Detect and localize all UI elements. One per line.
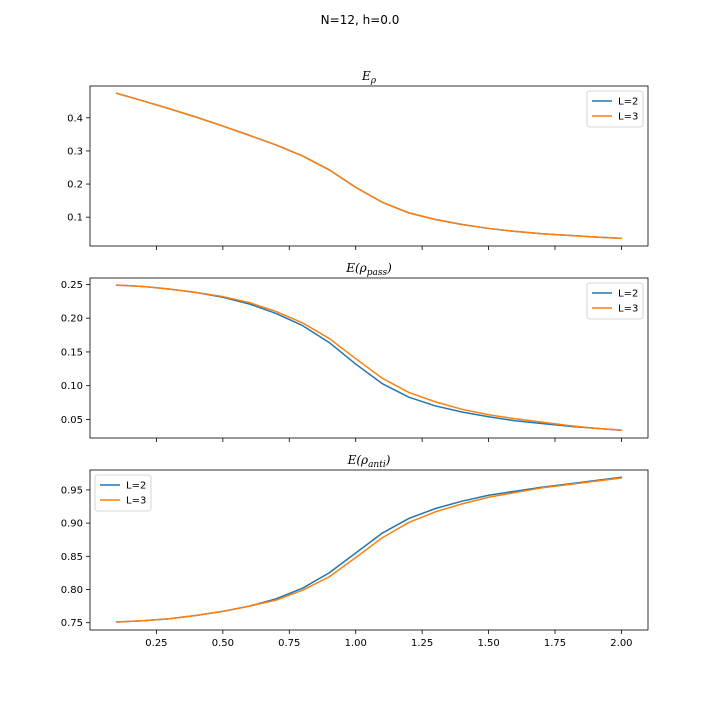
subplot-title: E(ρpass) [345, 261, 392, 278]
y-tick-label: 0.90 [61, 519, 83, 530]
y-tick-label: 0.80 [61, 585, 83, 596]
legend-label: L=2 [618, 289, 638, 300]
subplot-title-close: ) [385, 453, 391, 467]
subplot-title-close: ) [386, 261, 392, 275]
legend-box [94, 474, 152, 512]
figure-title: N=12, h=0.0 [321, 13, 400, 27]
legend-box [586, 282, 644, 320]
y-tick-label: 0.4 [67, 113, 83, 124]
y-tick-label: 0.85 [61, 552, 83, 563]
legend: L=2L=3 [94, 474, 152, 512]
y-tick-label: 0.20 [61, 314, 83, 325]
subplot-3: E(ρanti) 0.25 0.50 0.75 1.00 1.25 1.50 1.75 2.00… [61, 453, 649, 649]
subplot-title-base: E(ρ [347, 453, 369, 467]
x-tick-label: 1.00 [345, 638, 367, 649]
subplot-1: Eρ0.10.20.30.4L=2L=3 [67, 69, 649, 250]
legend-label: L=3 [618, 304, 638, 315]
axes-frame [89, 469, 649, 631]
y-tick-label: 0.75 [61, 618, 83, 629]
subplot-title-base: E [361, 69, 371, 83]
x-tick-label: 0.50 [212, 638, 234, 649]
subplot-title: E(ρanti) [347, 453, 391, 470]
y-tick-label: 0.95 [61, 485, 83, 496]
subplot-title-subscript: anti [368, 460, 386, 470]
series-line-2 [115, 284, 623, 431]
y-tick-label: 0.3 [67, 146, 83, 157]
x-tick-label: 1.75 [544, 638, 566, 649]
y-tick-label: 0.2 [67, 180, 83, 191]
legend-label: L=3 [126, 496, 146, 507]
axes-frame [89, 85, 649, 247]
axes-frame [89, 277, 649, 439]
legend-label: L=3 [618, 112, 638, 123]
legend: L=2L=3 [586, 90, 644, 128]
series-line-2 [115, 477, 623, 623]
subplot-title: Eρ [361, 69, 377, 86]
subplot-title-subscript: ρ [370, 76, 377, 86]
x-tick-label: 0.25 [145, 638, 167, 649]
subplot-title-subscript: pass [367, 268, 388, 278]
subplot-title-base: E(ρ [345, 261, 367, 275]
subplots: Eρ0.10.20.30.4L=2L=3E(ρpass)0.050.100.15… [61, 69, 649, 649]
x-tick-label: 1.50 [477, 638, 499, 649]
y-tick-label: 0.05 [61, 415, 83, 426]
x-tick-label: 2.00 [610, 638, 632, 649]
y-tick-label: 0.15 [61, 347, 83, 358]
legend: L=2L=3 [586, 282, 644, 320]
series-line-2 [115, 92, 623, 240]
legend-label: L=2 [126, 481, 146, 492]
legend-box [586, 90, 644, 128]
y-tick-label: 0.1 [67, 213, 83, 224]
y-tick-label: 0.10 [61, 381, 83, 392]
y-tick-label: 0.25 [61, 280, 83, 291]
x-tick-label: 0.75 [278, 638, 300, 649]
legend-label: L=2 [618, 97, 638, 108]
x-tick-label: 1.25 [411, 638, 433, 649]
subplot-2: E(ρpass)0.050.100.150.200.25L=2L=3 [61, 261, 649, 442]
